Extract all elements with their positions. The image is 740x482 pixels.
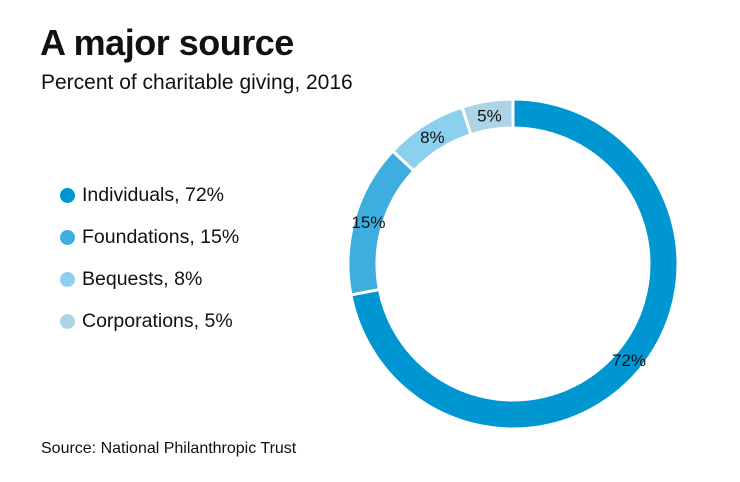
legend-label: Corporations, 5% <box>82 309 233 332</box>
legend-swatch <box>60 229 75 245</box>
legend-item-bequests: Bequests, 8% <box>60 258 239 300</box>
slice-individuals <box>349 97 680 431</box>
legend: Individuals, 72% Foundations, 15% Beques… <box>60 174 239 342</box>
data-label-corporations: 5% <box>477 106 502 125</box>
chart-title: A major source <box>40 22 294 63</box>
source-note: Source: National Philanthropic Trust <box>41 440 297 457</box>
data-label-bequests: 8% <box>420 128 445 147</box>
data-label-foundations: 15% <box>351 213 385 232</box>
slice-corporations <box>460 97 515 137</box>
legend-item-corporations: Corporations, 5% <box>60 300 239 342</box>
legend-swatch <box>60 271 75 287</box>
legend-swatch <box>60 187 75 203</box>
legend-swatch <box>60 313 75 329</box>
legend-label: Individuals, 72% <box>82 183 225 206</box>
chart-subtitle: Percent of charitable giving, 2016 <box>41 71 353 94</box>
legend-item-foundations: Foundations, 15% <box>60 216 239 258</box>
legend-label: Foundations, 15% <box>82 225 240 248</box>
legend-label: Bequests, 8% <box>82 267 203 290</box>
legend-item-individuals: Individuals, 72% <box>60 174 239 216</box>
data-label-individuals: 72% <box>612 351 646 370</box>
